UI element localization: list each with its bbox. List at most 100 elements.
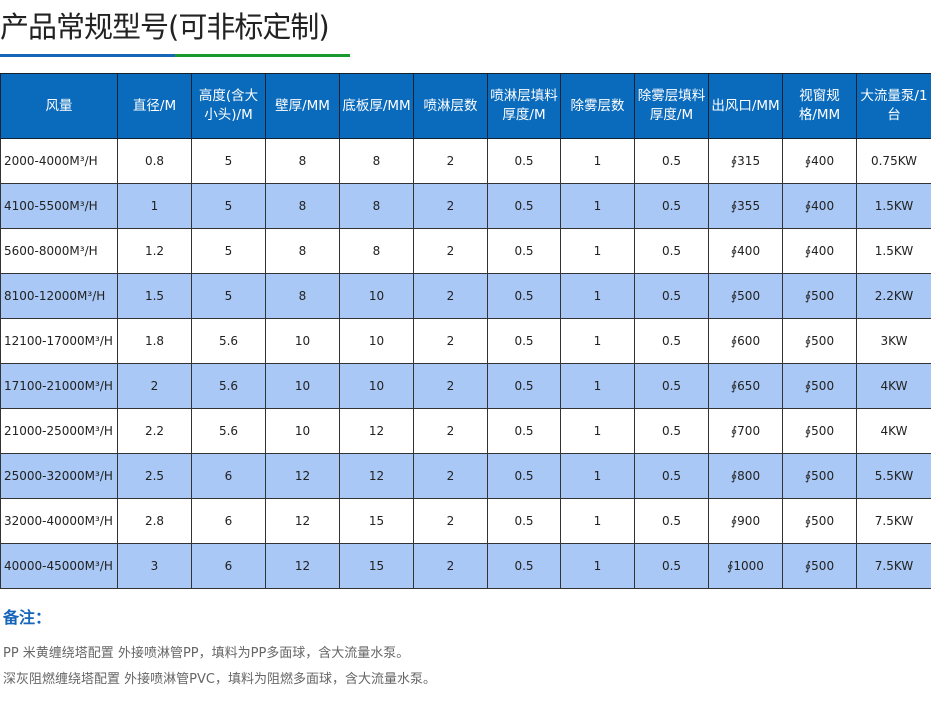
column-header: 底板厚/MM bbox=[339, 73, 414, 139]
table-cell: 0.5 bbox=[634, 318, 709, 364]
table-cell: 0.5 bbox=[634, 498, 709, 544]
table-cell: 0.5 bbox=[634, 228, 709, 274]
table-row: 4100-5500M³/H 1 5 8 8 2 0.5 1 0.5 ∮355 ∮400 1.5KW bbox=[0, 183, 931, 229]
table-row: 32000-40000M³/H 2.8 6 12 15 2 0.5 1 0.5 ∮900 ∮500 7… bbox=[0, 498, 931, 544]
note-line: 深灰阻燃缠绕塔配置 外接喷淋管PVC，填料为阻燃多面球，含大流量水泵。 bbox=[3, 672, 436, 687]
column-header: 壁厚/MM bbox=[265, 73, 340, 139]
table-cell: 5 bbox=[191, 183, 266, 229]
table-cell: 8 bbox=[265, 273, 340, 319]
table-cell: 10 bbox=[265, 318, 340, 364]
table-cell: 1 bbox=[560, 363, 635, 409]
table-cell: 1.8 bbox=[117, 318, 192, 364]
table-cell: ∮700 bbox=[708, 408, 783, 454]
table-row: 12100-17000M³/H 1.8 5.6 10 10 2 0.5 1 0.5 ∮600 ∮50… bbox=[0, 318, 931, 364]
column-header: 直径/M bbox=[117, 73, 192, 139]
table-cell: 2 bbox=[413, 363, 488, 409]
column-header: 风量 bbox=[0, 73, 118, 139]
table-cell: 2 bbox=[413, 273, 488, 319]
table-cell: 8100-12000M³/H bbox=[0, 273, 118, 319]
table-header-row: 风量 直径/M 高度(含大小头)/M 壁厚/MM 底板厚/MM 喷淋层数 喷淋层填料厚度/M… bbox=[0, 73, 931, 139]
table-cell: 12 bbox=[265, 453, 340, 499]
table-row: 17100-21000M³/H 2 5.6 10 10 2 0.5 1 0.5 ∮650 ∮500 4… bbox=[0, 363, 931, 409]
table-cell: ∮900 bbox=[708, 498, 783, 544]
notes-title: 备注： bbox=[3, 608, 52, 627]
table-cell: 2 bbox=[413, 183, 488, 229]
table-cell: 1.5 bbox=[117, 273, 192, 319]
table-cell: 4100-5500M³/H bbox=[0, 183, 118, 229]
product-spec-table: 风量 直径/M 高度(含大小头)/M 壁厚/MM 底板厚/MM 喷淋层数 喷淋层填料厚度/M… bbox=[0, 73, 931, 589]
table-cell: 5600-8000M³/H bbox=[0, 228, 118, 274]
table-cell: 1 bbox=[560, 318, 635, 364]
table-cell: 0.5 bbox=[634, 408, 709, 454]
table-cell: 4KW bbox=[856, 363, 931, 409]
table-cell: 17100-21000M³/H bbox=[0, 363, 118, 409]
table-cell: 2 bbox=[413, 498, 488, 544]
table-cell: 10 bbox=[339, 363, 414, 409]
table-cell: 0.5 bbox=[487, 318, 561, 364]
column-header: 大流量泵/1台 bbox=[856, 73, 931, 139]
table-cell: ∮500 bbox=[782, 498, 857, 544]
table-cell: 15 bbox=[339, 543, 414, 589]
table-cell: ∮500 bbox=[782, 318, 857, 364]
table-cell: 0.75KW bbox=[856, 138, 931, 184]
table-cell: 12 bbox=[265, 498, 340, 544]
table-cell: 1 bbox=[560, 543, 635, 589]
table-cell: 2 bbox=[117, 363, 192, 409]
table-cell: ∮315 bbox=[708, 138, 783, 184]
table-cell: ∮500 bbox=[782, 363, 857, 409]
table-cell: 5 bbox=[191, 228, 266, 274]
column-header: 除雾层数 bbox=[560, 73, 635, 139]
table-cell: ∮500 bbox=[782, 273, 857, 319]
table-cell: 2.5 bbox=[117, 453, 192, 499]
table-cell: 1 bbox=[560, 273, 635, 319]
table-cell: 1 bbox=[560, 228, 635, 274]
table-cell: 2 bbox=[413, 138, 488, 184]
table-cell: 2.2KW bbox=[856, 273, 931, 319]
table-cell: 1.5KW bbox=[856, 228, 931, 274]
table-cell: 0.5 bbox=[487, 543, 561, 589]
table-cell: 0.5 bbox=[487, 498, 561, 544]
table-cell: 8 bbox=[339, 228, 414, 274]
table-row: 25000-32000M³/H 2.5 6 12 12 2 0.5 1 0.5 ∮800 ∮500 5… bbox=[0, 453, 931, 499]
table-cell: ∮500 bbox=[708, 273, 783, 319]
table-cell: 1.2 bbox=[117, 228, 192, 274]
table-cell: 1 bbox=[560, 453, 635, 499]
table-cell: 0.5 bbox=[634, 453, 709, 499]
table-cell: ∮500 bbox=[782, 408, 857, 454]
table-cell: ∮355 bbox=[708, 183, 783, 229]
table-cell: ∮800 bbox=[708, 453, 783, 499]
table-cell: 7.5KW bbox=[856, 498, 931, 544]
column-header: 喷淋层数 bbox=[413, 73, 488, 139]
table-cell: 21000-25000M³/H bbox=[0, 408, 118, 454]
table-cell: 10 bbox=[339, 318, 414, 364]
table-cell: 1 bbox=[560, 183, 635, 229]
table-cell: 1.5KW bbox=[856, 183, 931, 229]
table-cell: 8 bbox=[339, 183, 414, 229]
table-cell: 7.5KW bbox=[856, 543, 931, 589]
table-cell: 10 bbox=[339, 273, 414, 319]
table-cell: 5.5KW bbox=[856, 453, 931, 499]
note-line: PP 米黄缠绕塔配置 外接喷淋管PP，填料为PP多面球，含大流量水泵。 bbox=[3, 646, 410, 661]
table-cell: 1 bbox=[560, 408, 635, 454]
column-header: 出风口/MM bbox=[708, 73, 783, 139]
table-row: 2000-4000M³/H 0.8 5 8 8 2 0.5 1 0.5 ∮315 ∮400 0.75K… bbox=[0, 138, 931, 184]
table-cell: 2 bbox=[413, 408, 488, 454]
column-header: 喷淋层填料厚度/M bbox=[487, 73, 561, 139]
table-cell: ∮500 bbox=[782, 453, 857, 499]
table-cell: 0.5 bbox=[634, 273, 709, 319]
table-cell: 40000-45000M³/H bbox=[0, 543, 118, 589]
table-cell: 10 bbox=[265, 363, 340, 409]
table-cell: 32000-40000M³/H bbox=[0, 498, 118, 544]
table-cell: 2 bbox=[413, 543, 488, 589]
table-cell: ∮400 bbox=[782, 138, 857, 184]
table-cell: 2000-4000M³/H bbox=[0, 138, 118, 184]
table-cell: 5.6 bbox=[191, 363, 266, 409]
page-title: 产品常规型号(可非标定制) bbox=[0, 10, 330, 44]
table-cell: ∮1000 bbox=[708, 543, 783, 589]
table-cell: 2 bbox=[413, 453, 488, 499]
table-row: 21000-25000M³/H 2.2 5.6 10 12 2 0.5 1 0.5 ∮700 ∮50… bbox=[0, 408, 931, 454]
table-cell: 5.6 bbox=[191, 408, 266, 454]
table-cell: 0.5 bbox=[634, 363, 709, 409]
table-cell: 0.5 bbox=[487, 138, 561, 184]
table-cell: 3 bbox=[117, 543, 192, 589]
